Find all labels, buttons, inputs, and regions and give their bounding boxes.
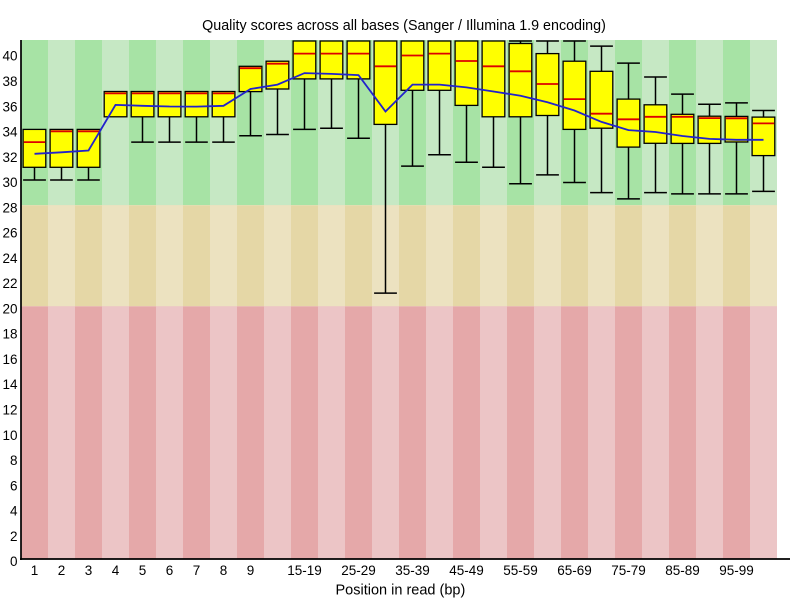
svg-text:0: 0 <box>10 554 18 569</box>
svg-text:30: 30 <box>2 175 17 190</box>
svg-text:12: 12 <box>2 403 17 418</box>
svg-text:34: 34 <box>2 125 18 140</box>
svg-text:4: 4 <box>10 504 18 519</box>
svg-text:6: 6 <box>10 478 18 493</box>
svg-text:2: 2 <box>10 529 18 544</box>
svg-text:25-29: 25-29 <box>341 563 376 578</box>
svg-text:Position in read (bp): Position in read (bp) <box>336 583 466 599</box>
svg-text:8: 8 <box>220 563 228 578</box>
svg-text:Quality scores across all base: Quality scores across all bases (Sanger … <box>202 18 606 34</box>
svg-text:6: 6 <box>166 563 174 578</box>
svg-text:1: 1 <box>31 563 39 578</box>
svg-text:16: 16 <box>2 352 17 367</box>
svg-text:45-49: 45-49 <box>449 563 484 578</box>
svg-text:8: 8 <box>10 453 18 468</box>
svg-text:18: 18 <box>2 327 17 342</box>
svg-text:20: 20 <box>2 301 17 316</box>
svg-text:38: 38 <box>2 74 17 89</box>
svg-text:85-89: 85-89 <box>665 563 700 578</box>
svg-text:2: 2 <box>58 563 66 578</box>
svg-text:14: 14 <box>2 377 18 392</box>
svg-text:28: 28 <box>2 200 17 215</box>
svg-text:36: 36 <box>2 99 17 114</box>
svg-text:55-59: 55-59 <box>503 563 538 578</box>
svg-text:10: 10 <box>2 428 17 443</box>
svg-text:9: 9 <box>247 563 255 578</box>
svg-text:5: 5 <box>139 563 147 578</box>
svg-text:65-69: 65-69 <box>557 563 592 578</box>
svg-text:40: 40 <box>2 49 17 64</box>
svg-text:95-99: 95-99 <box>719 563 754 578</box>
svg-text:22: 22 <box>2 276 17 291</box>
svg-text:32: 32 <box>2 150 17 165</box>
svg-text:26: 26 <box>2 226 17 241</box>
svg-text:75-79: 75-79 <box>611 563 646 578</box>
svg-text:4: 4 <box>112 563 120 578</box>
svg-text:15-19: 15-19 <box>287 563 322 578</box>
svg-text:24: 24 <box>2 251 18 266</box>
svg-text:3: 3 <box>85 563 93 578</box>
svg-text:7: 7 <box>193 563 201 578</box>
svg-text:35-39: 35-39 <box>395 563 430 578</box>
